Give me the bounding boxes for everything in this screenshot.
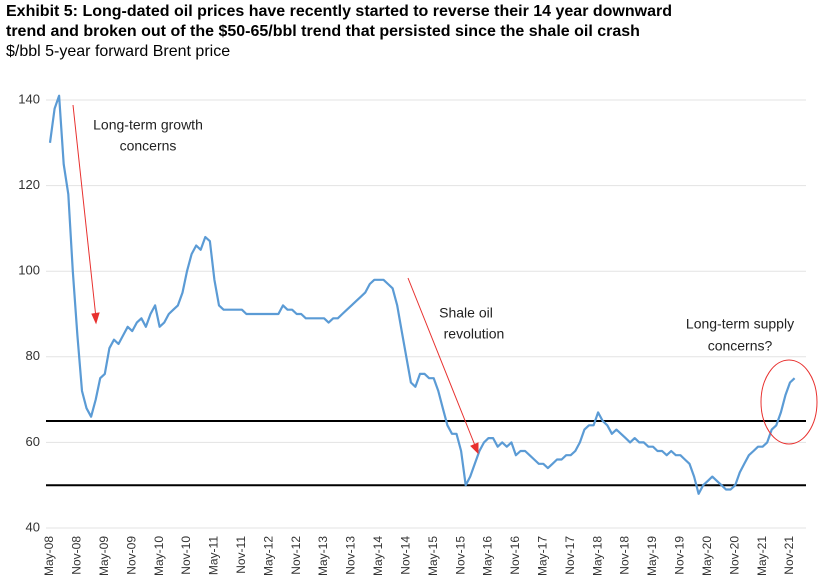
y-tick-label: 100: [18, 263, 40, 278]
x-tick-label: Nov-17: [563, 536, 577, 575]
y-tick-label: 40: [26, 519, 40, 534]
annotation: concerns?: [708, 338, 773, 354]
arrowhead: [470, 442, 479, 455]
x-tick-label: Nov-11: [234, 536, 248, 574]
y-tick-label: 60: [26, 434, 40, 449]
x-tick-label: May-10: [152, 536, 166, 576]
series-line: [48, 94, 796, 495]
x-tick-label: Nov-21: [782, 536, 796, 575]
arrowhead: [91, 312, 100, 325]
chart-subtitle: $/bbl 5-year forward Brent price: [6, 43, 230, 60]
x-tick-label: Nov-10: [179, 536, 193, 575]
x-tick-label: May-12: [261, 536, 275, 576]
x-tick-label: May-21: [755, 536, 769, 576]
x-tick-label: Nov-16: [508, 536, 522, 575]
annotation: Shale oil: [439, 305, 493, 321]
x-tick-label: May-17: [536, 536, 550, 576]
y-tick-label: 140: [18, 91, 40, 106]
x-tick-label: May-11: [207, 536, 221, 575]
plot: [46, 94, 806, 495]
x-tick-label: Nov-13: [344, 536, 358, 575]
x-tick-label: May-15: [426, 536, 440, 576]
x-tick-label: Nov-08: [70, 536, 84, 575]
x-tick-label: May-09: [97, 536, 111, 576]
x-tick-label: May-08: [42, 536, 56, 576]
x-tick-label: May-16: [481, 536, 495, 576]
x-tick-label: May-13: [316, 536, 330, 576]
chart-title: trend and broken out of the $50-65/bbl t…: [6, 23, 640, 40]
arrow: [407, 277, 477, 449]
x-tick-label: Nov-09: [124, 536, 138, 575]
annotation-shapes: [72, 104, 818, 455]
x-tick-label: Nov-14: [398, 536, 412, 575]
annotation: revolution: [444, 326, 505, 342]
x-tick-label: Nov-15: [453, 536, 467, 575]
x-tick-label: May-19: [645, 536, 659, 576]
x-tick-label: Nov-19: [673, 536, 687, 575]
y-tick-label: 80: [26, 348, 40, 363]
x-tick-label: Nov-12: [289, 536, 303, 575]
arrow: [72, 104, 97, 319]
grid: 40 60 80 100 120 140 May-08 Nov-08 May-09 Nov-09 M…: [18, 91, 806, 576]
y-tick-label: 120: [18, 177, 40, 192]
x-tick-label: May-20: [700, 536, 714, 576]
chart-title: Exhibit 5: Long-dated oil prices have re…: [6, 3, 672, 20]
highlight-circle: [760, 359, 818, 445]
x-tick-label: Nov-18: [618, 536, 632, 575]
x-tick-label: May-14: [371, 536, 385, 576]
x-tick-label: Nov-20: [727, 536, 741, 575]
annotation: Long-term supply: [686, 316, 794, 332]
x-tick-label: May-18: [590, 536, 604, 576]
annotation: Long-term growth: [93, 117, 203, 133]
annotation: concerns: [120, 138, 177, 154]
